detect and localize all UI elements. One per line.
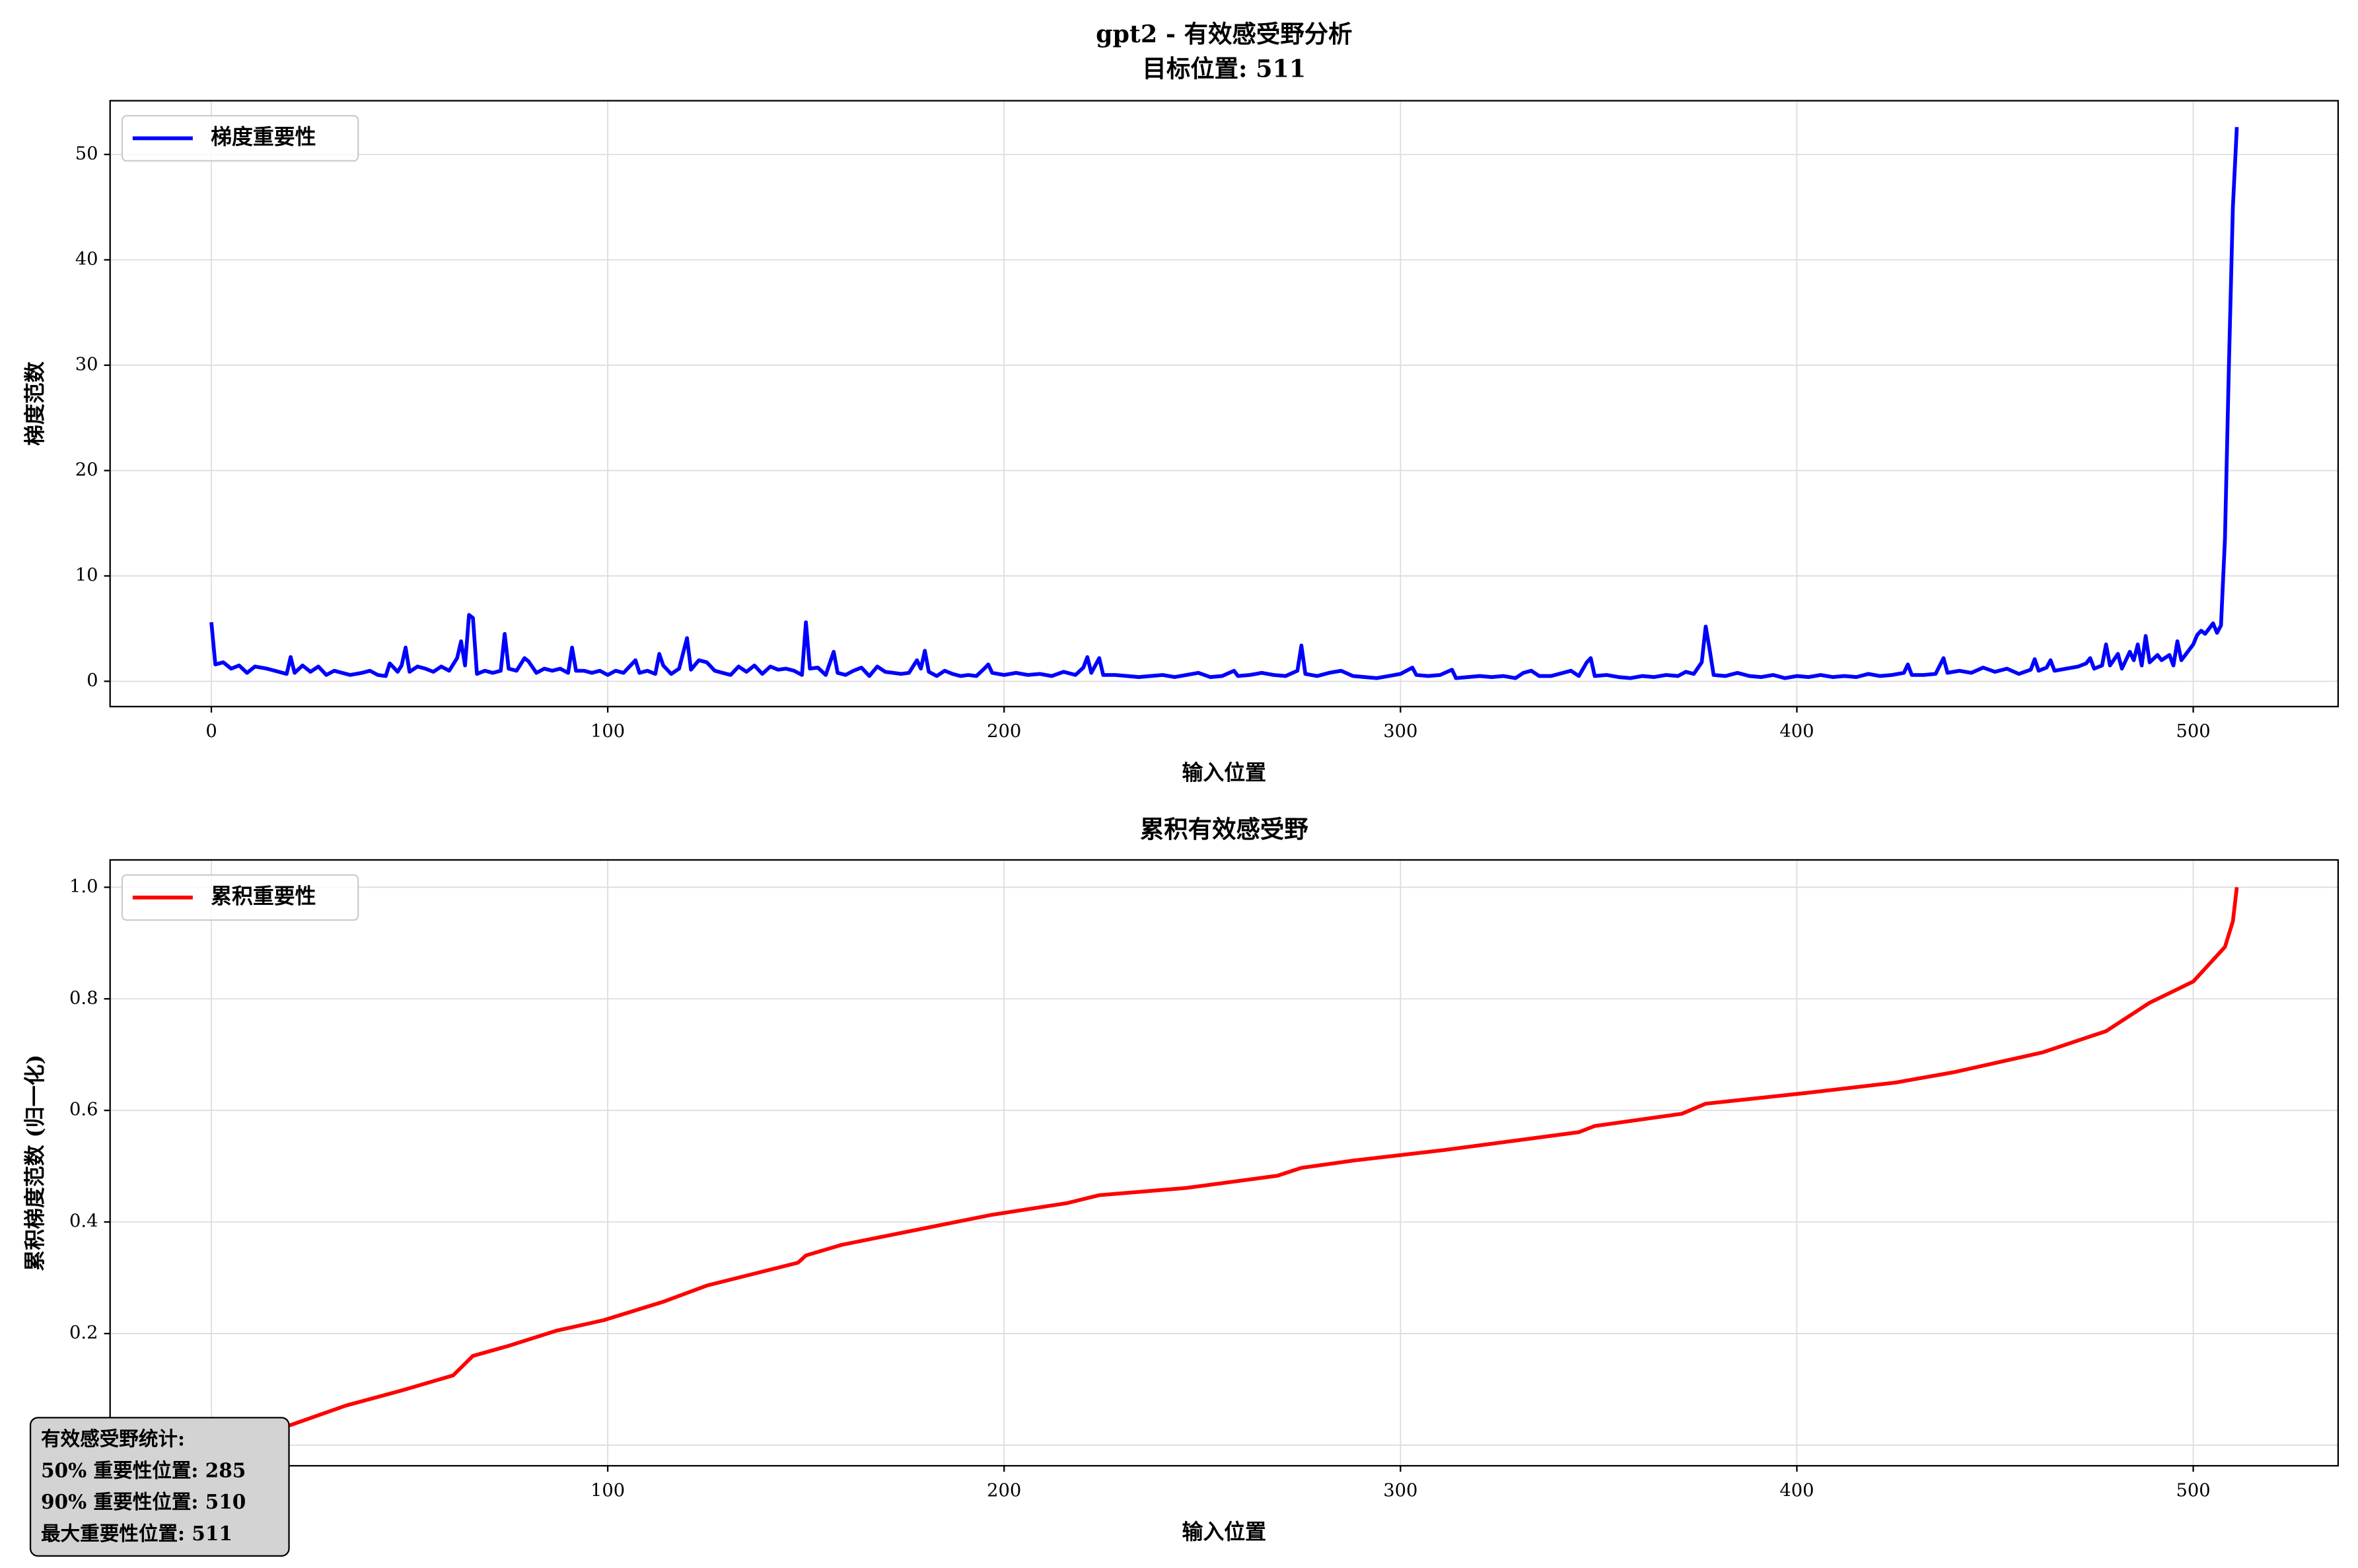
stats-text: 50% 重要性位置: 285: [41, 1458, 246, 1481]
legend-label: 梯度重要性: [211, 124, 316, 149]
y-tick-label: 20: [75, 460, 98, 480]
x-axis-label: 输入位置: [1182, 760, 1266, 785]
legend-label: 累积重要性: [211, 883, 316, 908]
y-tick-label: 0: [87, 670, 98, 691]
y-tick-label: 10: [75, 565, 98, 585]
stats-text: 最大重要性位置: 511: [41, 1522, 232, 1545]
x-tick-label: 0: [205, 721, 217, 742]
x-tick-label: 400: [1779, 1480, 1814, 1501]
chart-subtitle: 目标位置: 511: [1142, 54, 1306, 83]
y-tick-label: 0.6: [69, 1100, 98, 1120]
y-tick-label: 40: [75, 249, 98, 269]
stats-box: [29, 1417, 290, 1557]
data-line: [211, 887, 2239, 1441]
chart-title: 累积有效感受野: [1140, 815, 1308, 843]
stats-text: 有效感受野统计:: [41, 1427, 185, 1450]
x-tick-label: 200: [987, 1480, 1021, 1501]
y-tick-label: 50: [75, 143, 98, 164]
y-tick-label: 0.2: [69, 1323, 98, 1343]
y-tick-label: 0.8: [69, 988, 98, 1009]
x-tick-label: 100: [590, 1480, 625, 1501]
y-tick-label: 1.0: [69, 876, 98, 897]
x-axis-label: 输入位置: [1182, 1519, 1266, 1544]
x-tick-label: 500: [2176, 1480, 2210, 1501]
y-axis-label: 累积梯度范数 (归一化): [22, 1055, 48, 1271]
legend-box: [121, 874, 359, 921]
x-tick-label: 300: [1383, 1480, 1417, 1501]
x-tick-label: 500: [2176, 721, 2210, 742]
legend-box: [121, 115, 359, 162]
stats-text: 90% 重要性位置: 510: [41, 1490, 246, 1513]
x-tick-label: 300: [1383, 721, 1417, 742]
axes-frame: [109, 100, 2340, 707]
axes-frame: [109, 859, 2340, 1467]
y-tick-label: 30: [75, 354, 98, 374]
y-axis-label: 梯度范数: [22, 361, 48, 446]
y-tick-label: 0.4: [69, 1211, 98, 1232]
x-tick-label: 100: [590, 721, 625, 742]
x-tick-label: 400: [1779, 721, 1814, 742]
data-line: [209, 127, 2239, 680]
x-tick-label: 200: [987, 721, 1021, 742]
chart-title: gpt2 - 有效感受野分析: [1096, 20, 1352, 48]
